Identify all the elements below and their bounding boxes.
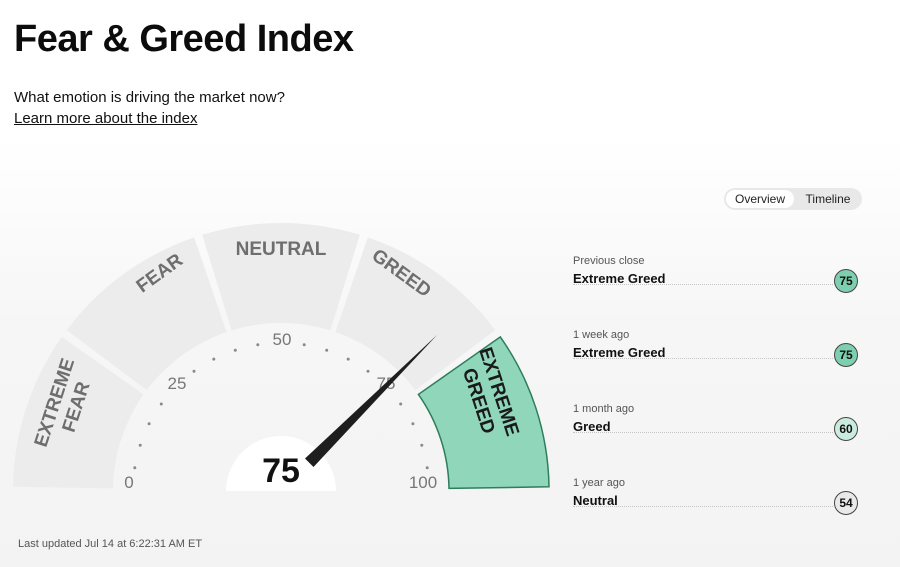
tick-dot [302,343,306,347]
toggle-timeline[interactable]: Timeline [805,192,851,206]
tick-dot [212,357,216,361]
view-toggle: Overview Timeline [724,188,862,210]
history-rating: Neutral [573,493,618,508]
gauge-center-hub [226,436,336,491]
tick-dot [192,369,196,373]
tick-dot [256,343,260,347]
tick-label-0: 0 [124,473,133,492]
dotted-leader [573,432,833,433]
tick-dot [147,422,151,426]
learn-more-link[interactable]: Learn more about the index [14,110,198,127]
tick-dot [420,443,424,447]
history-row-1-year: 1 year ago Neutral 54 [573,476,863,550]
zone-greed [335,237,496,391]
tick-dot [411,422,415,426]
tick-dot [325,348,329,352]
zone-fear [66,237,227,391]
dotted-leader [573,358,833,359]
gauge-score: 75 [262,452,300,490]
gauge-tick-dots [133,343,429,470]
history-row-previous-close: Previous close Extreme Greed 75 [573,254,863,328]
page-subtitle: What emotion is driving the market now? [14,89,285,106]
zone-extreme-greed [417,335,550,490]
history-rating: Extreme Greed [573,271,666,286]
history-row-1-month: 1 month ago Greed 60 [573,402,863,476]
history-value-badge: 75 [834,269,858,293]
tick-dot [366,369,370,373]
tick-label-100: 100 [409,473,437,492]
history-period: Previous close [573,255,645,267]
tick-dot [346,357,350,361]
gauge-zones [13,222,550,490]
zone-neutral [202,222,360,331]
gauge-needle [305,334,438,467]
tick-label-25: 25 [168,374,187,393]
history-list: Previous close Extreme Greed 75 1 week a… [573,254,863,550]
zone-label-neutral: NEUTRAL [236,239,327,260]
dotted-leader [573,284,833,285]
history-value-badge: 54 [834,491,858,515]
history-period: 1 week ago [573,329,630,341]
tick-dot [138,443,142,447]
history-rating: Greed [573,419,611,434]
history-value-badge: 75 [834,343,858,367]
history-row-1-week: 1 week ago Extreme Greed 75 [573,328,863,402]
history-value-badge: 60 [834,417,858,441]
toggle-overview[interactable]: Overview [726,190,794,208]
tick-dot [425,466,429,470]
history-period: 1 year ago [573,477,625,489]
tick-dot [133,466,137,470]
dotted-leader [573,506,833,507]
tick-label-50: 50 [273,330,292,349]
page-title: Fear & Greed Index [14,18,354,60]
zone-extreme-fear [13,336,144,489]
tick-dot [233,348,237,352]
last-updated-text: Last updated Jul 14 at 6:22:31 AM ET [18,538,203,550]
history-rating: Extreme Greed [573,345,666,360]
history-period: 1 month ago [573,403,635,415]
tick-dot [399,402,403,406]
tick-dot [159,402,163,406]
